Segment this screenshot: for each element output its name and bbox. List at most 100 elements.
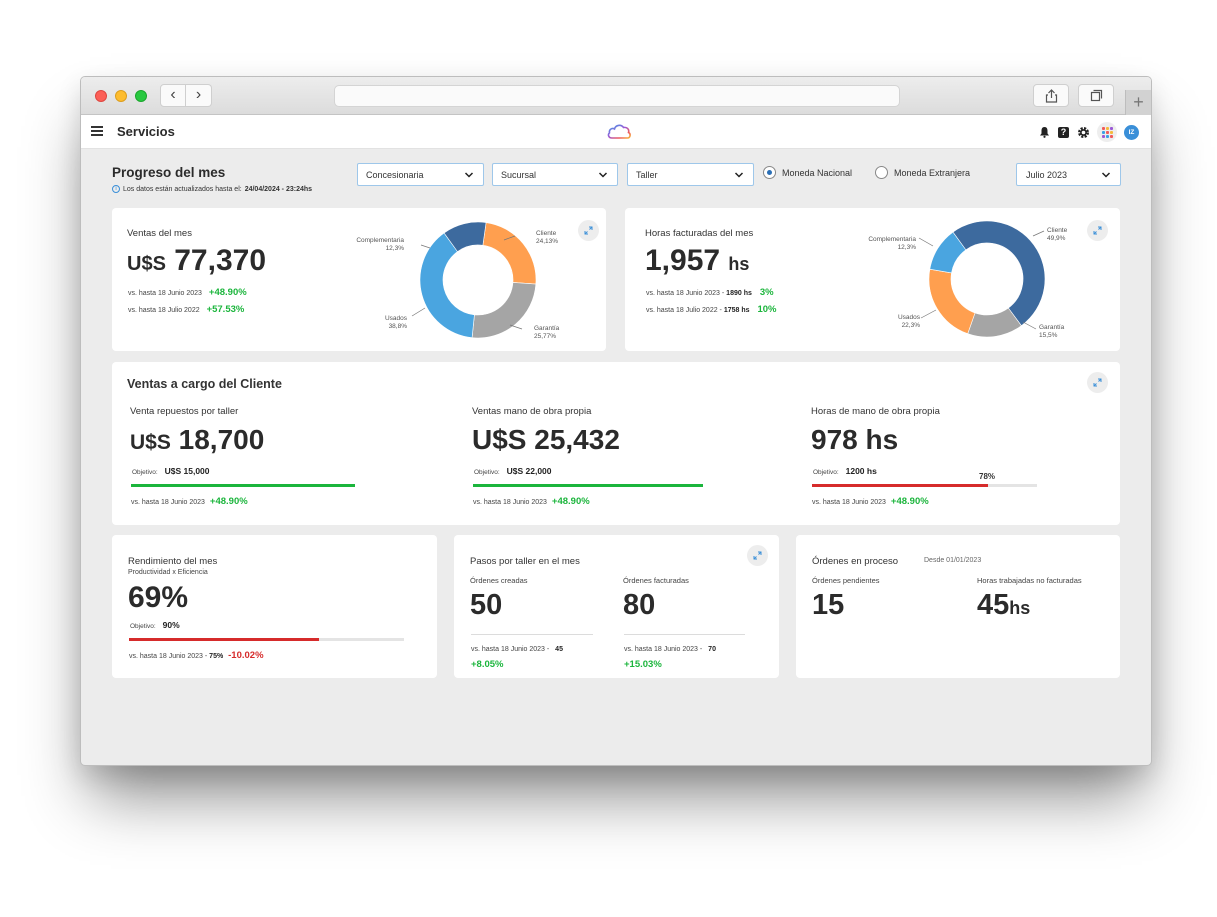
horas-mes-cmp-2-label: vs. hasta 18 Julio 2022 - [646,307,722,314]
page-title: Progreso del mes [112,165,226,180]
horas-legend-garantia-pct: 15,5% [1039,332,1058,339]
help-icon[interactable]: ? [1058,126,1069,138]
periodo-select-value: Julio 2023 [1026,170,1068,180]
horas-mes-cmp-2: vs. hasta 18 Julio 2022 - 1758 hs 10% [646,304,777,315]
expand-button[interactable] [747,545,768,566]
gear-icon[interactable] [1076,125,1090,139]
apps-grid-icon[interactable] [1097,122,1117,142]
tabs-overview-button[interactable] [1078,84,1114,107]
horas-mes-title: Horas facturadas del mes [645,228,754,239]
radio-unchecked-icon [875,166,888,179]
concesionaria-select[interactable]: Concesionaria [357,163,484,186]
ventas-legend-complementaria-label: Complementaria [356,237,404,244]
ordenes-pendientes-value: 15 [812,589,845,621]
mano-obra-title: Ventas mano de obra propia [472,406,592,417]
rendimiento-card: Rendimiento del mes Productividad x Efic… [112,535,437,678]
horas-mes-value: 1,957 hs [645,244,749,278]
moneda-extranjera-label: Moneda Extranjera [894,167,971,178]
ordenes-creadas-cmp-value: 45 [555,646,563,653]
update-info-date: 24/04/2024 - 23:24hs [244,185,313,193]
ventas-legend-cliente-label: Cliente [536,230,557,237]
radio-checked-icon [763,166,776,179]
horas-legend-cliente: Cliente 49,9% [1047,227,1067,243]
ventas-mes-title: Ventas del mes [127,228,192,239]
horas-no-facturadas-value: 45hs [977,589,1030,622]
horas-no-facturadas-amount: 45 [977,589,1010,621]
pasos-taller-title: Pasos por taller en el mes [470,556,580,567]
horas-legend-complementaria-label: Complementaria [868,236,916,243]
expand-icon [584,226,593,235]
horas-no-facturadas-label: Horas trabajadas no facturadas [977,576,1082,585]
zoom-window-button[interactable] [135,90,147,102]
pasos-taller-card: Pasos por taller en el mes Órdenes cread… [454,535,779,678]
ventas-legend-cliente: Cliente 24,13% [536,230,558,246]
horas-obra-progress-bar [812,484,1037,487]
horas-mes-cmp-2-value: 1758 hs [723,307,750,314]
moneda-extranjera-radio[interactable]: Moneda Extranjera [875,166,970,179]
taller-select[interactable]: Taller [627,163,754,186]
horas-legend-complementaria: Complementaria 12,3% [868,236,916,252]
ventas-mes-amount: 77,370 [174,244,267,277]
donut-slice-complementaria [443,221,487,253]
venta-repuestos-objective-label: Objetivo: [132,469,158,476]
info-icon: i [112,185,120,193]
ordenes-facturadas-delta: +15.03% [624,659,662,670]
sucursal-select[interactable]: Sucursal [492,163,618,186]
moneda-nacional-radio[interactable]: Moneda Nacional [763,166,852,179]
horas-legend-usados: Usados 22,3% [898,314,920,330]
ordenes-proceso-title: Órdenes en proceso [812,556,899,567]
horas-legend-usados-pct: 22,3% [901,322,920,329]
ventas-legend-complementaria-pct: 12,3% [385,245,404,252]
expand-button[interactable] [1087,372,1108,393]
horas-obra-objective-value: 1200 hs [845,466,877,476]
sucursal-select-value: Sucursal [501,170,537,180]
minimize-window-button[interactable] [115,90,127,102]
rendimiento-progress-bar [129,638,404,641]
back-button[interactable]: ‹ [160,84,186,107]
rendimiento-cmp-label: vs. hasta 18 Junio 2023 - [129,653,208,660]
hamburger-menu-icon[interactable] [91,126,103,136]
rendimiento-title: Rendimiento del mes [128,556,218,567]
forward-button[interactable]: › [186,84,212,107]
ventas-legend-usados-label: Usados [384,315,407,322]
taller-select-value: Taller [636,170,658,180]
horas-obra-cmp: vs. hasta 18 Junio 2023 +48.90% [812,496,929,507]
expand-button[interactable] [578,220,599,241]
share-button[interactable] [1033,84,1069,107]
venta-repuestos-title: Venta repuestos por taller [130,406,239,417]
ventas-donut-leaders [411,235,523,330]
address-bar[interactable] [334,85,900,107]
ventas-legend-usados: Usados 38,8% [385,315,407,331]
expand-button[interactable] [1087,220,1108,241]
horas-mes-cmp-2-delta: 10% [757,304,777,315]
ventas-legend-usados-pct: 38,8% [388,323,407,330]
user-avatar[interactable]: IZ [1124,124,1139,140]
horas-obra-objective-label: Objetivo: [813,469,839,476]
app-header: Servicios ? IZ [81,115,1151,149]
donut-slice-complementaria [929,231,967,274]
venta-repuestos-progress-fill [131,484,355,487]
cloud-logo-icon [607,124,631,139]
venta-repuestos-objective-value: U$S 15,000 [164,466,210,476]
venta-repuestos-currency: U$S [130,431,171,454]
close-window-button[interactable] [95,90,107,102]
mano-obra-objective: Objetivo: U$S 22,000 [474,466,552,476]
ventas-legend-cliente-pct: 24,13% [536,238,559,245]
ventas-mes-cmp-2-delta: +57.53% [206,304,245,315]
ordenes-proceso-since: Desde 01/01/2023 [924,557,982,564]
chevron-left-icon: ‹ [170,86,176,103]
ventas-mes-cmp-1-delta: +48.90% [208,287,247,298]
venta-repuestos-progress-bar [131,484,355,487]
browser-titlebar: ‹ › + [81,77,1151,115]
chevron-right-icon: › [195,86,202,103]
ventas-legend-garantia: Garantía 25,77% [534,325,559,341]
bell-icon[interactable] [1037,125,1051,139]
horas-legend-cliente-pct: 49,9% [1047,235,1066,242]
mano-obra-objective-label: Objetivo: [474,469,500,476]
new-tab-button[interactable]: + [1125,90,1151,115]
ordenes-facturadas-cmp: vs. hasta 18 Junio 2023 - 70 [624,646,716,653]
horas-mes-cmp-1-value: 1890 hs [726,290,752,297]
mano-obra-cmp-delta: +48.90% [551,496,590,507]
horas-obra-objective: Objetivo: 1200 hs [813,466,877,476]
periodo-select[interactable]: Julio 2023 [1016,163,1121,186]
